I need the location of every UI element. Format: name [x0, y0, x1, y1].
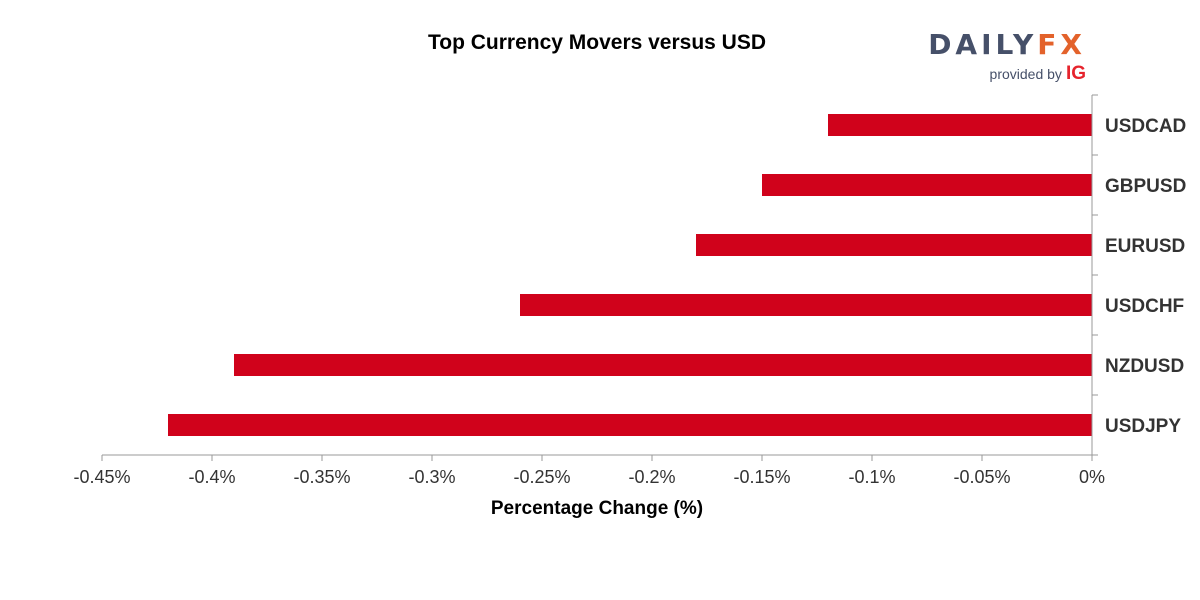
category-label: USDJPY [1105, 416, 1181, 437]
bar-usdchf [520, 294, 1092, 316]
x-tick-label: -0.05% [953, 467, 1010, 487]
category-label: USDCHF [1105, 296, 1184, 317]
bar-eurusd [696, 234, 1092, 256]
bar-nzdusd [234, 354, 1092, 376]
x-tick-label: -0.3% [408, 467, 455, 487]
dailyfx-logo: DAILYFX provided by IG [928, 28, 1090, 88]
x-tick-label: -0.25% [513, 467, 570, 487]
x-axis-title: Percentage Change (%) [491, 498, 703, 519]
x-tick-label: -0.15% [733, 467, 790, 487]
provided-by-text: provided by [989, 66, 1062, 82]
logo-provided-by: provided by IG [990, 63, 1086, 85]
logo-wordmark-fx: FX [1037, 28, 1086, 61]
chart-title: Top Currency Movers versus USD [427, 31, 767, 54]
bar-gbpusd [762, 174, 1092, 196]
bar-usdjpy [168, 414, 1092, 436]
category-label: EURUSD [1105, 236, 1185, 257]
x-tick-label: -0.1% [848, 467, 895, 487]
x-tick-label: -0.45% [73, 467, 130, 487]
x-tick-label: -0.35% [293, 467, 350, 487]
bar-usdcad [828, 114, 1092, 136]
category-label: NZDUSD [1105, 356, 1184, 377]
category-label: GBPUSD [1105, 176, 1186, 197]
x-tick-label: -0.4% [188, 467, 235, 487]
ig-logo: IG [1065, 63, 1086, 84]
category-label: USDCAD [1105, 116, 1186, 137]
logo-wordmark: DAILYFX [928, 28, 1086, 61]
x-tick-label: -0.2% [628, 467, 675, 487]
x-tick-label: 0% [1079, 467, 1105, 487]
logo-wordmark-daily: DAILY [928, 28, 1038, 61]
